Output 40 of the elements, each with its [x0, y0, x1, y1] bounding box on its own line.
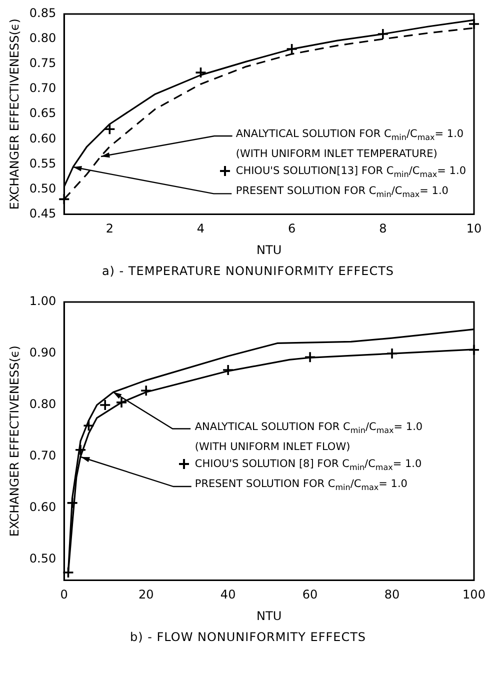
x-axis-title: NTU [256, 242, 282, 257]
y-tick-label: 0.80 [29, 31, 56, 46]
y-axis-title: EXCHANGER EFFECTIVENESS(ϵ) [7, 18, 22, 210]
x-tick-label: 10 [466, 222, 482, 236]
y-tick-label: 0.60 [29, 500, 56, 514]
annotation: (WITH UNIFORM INLET TEMPERATURE) [234, 147, 438, 162]
annotation: ANALYTICAL SOLUTION FOR C$_{min}$/C$_{max}$= 1.0 [194, 420, 423, 437]
x-tick-label: 6 [288, 222, 296, 236]
text: a) - TEMPERATURE NONUNIFORMITY EFFECTS [100, 263, 396, 280]
x-tick-label: 100 [462, 588, 486, 602]
legend-label: CHIOU'S SOLUTION [8] FOR C$_{min}$/C$_{max}$= 1.0 [194, 458, 422, 472]
x-tick-label: 0 [60, 588, 68, 602]
annotation: (WITH UNIFORM INLET FLOW) [194, 440, 352, 455]
x-tick-label: 60 [302, 588, 318, 602]
y-tick-label: 1.00 [29, 294, 56, 308]
x-tick-label: 2 [106, 222, 114, 236]
y-tick-label: 0.50 [29, 181, 56, 196]
annotation: PRESENT SOLUTION FOR C$_{min}$/C$_{max}$= 1.0 [194, 477, 408, 494]
y-axis-title: EXCHANGER EFFECTIVENESS(ϵ) [7, 346, 22, 537]
y-tick-label: 0.90 [29, 346, 56, 360]
x-tick-label: 80 [384, 588, 400, 602]
y-tick-label: 0.45 [29, 206, 56, 220]
annotation: PRESENT SOLUTION FOR C$_{min}$/C$_{max}$= 1.0 [234, 184, 450, 202]
y-tick-label: 0.80 [29, 397, 56, 412]
x-tick-label: 20 [138, 588, 154, 602]
x-tick-label: 4 [196, 222, 205, 236]
legend-label: CHIOU'S SOLUTION[13] FOR C$_{min}$/C$_{max}$= 1.0 [236, 165, 466, 180]
x-axis-title: NTU [256, 608, 282, 623]
text: b) - FLOW NONUNIFORMITY EFFECTS [128, 629, 368, 646]
y-tick-label: 0.70 [29, 448, 56, 463]
y-tick-label: 0.70 [29, 81, 56, 96]
x-tick-label: 40 [220, 588, 236, 602]
y-tick-label: 0.60 [29, 131, 56, 146]
annotation: ANALYTICAL SOLUTION FOR C$_{min}$/C$_{max}$= 1.0 [234, 127, 465, 144]
y-tick-label: 0.55 [29, 156, 56, 170]
y-tick-label: 0.65 [29, 106, 56, 120]
y-tick-label: 0.75 [29, 56, 56, 70]
y-tick-label: 0.50 [29, 552, 56, 566]
y-tick-label: 0.85 [29, 6, 56, 20]
x-tick-label: 8 [379, 222, 387, 236]
